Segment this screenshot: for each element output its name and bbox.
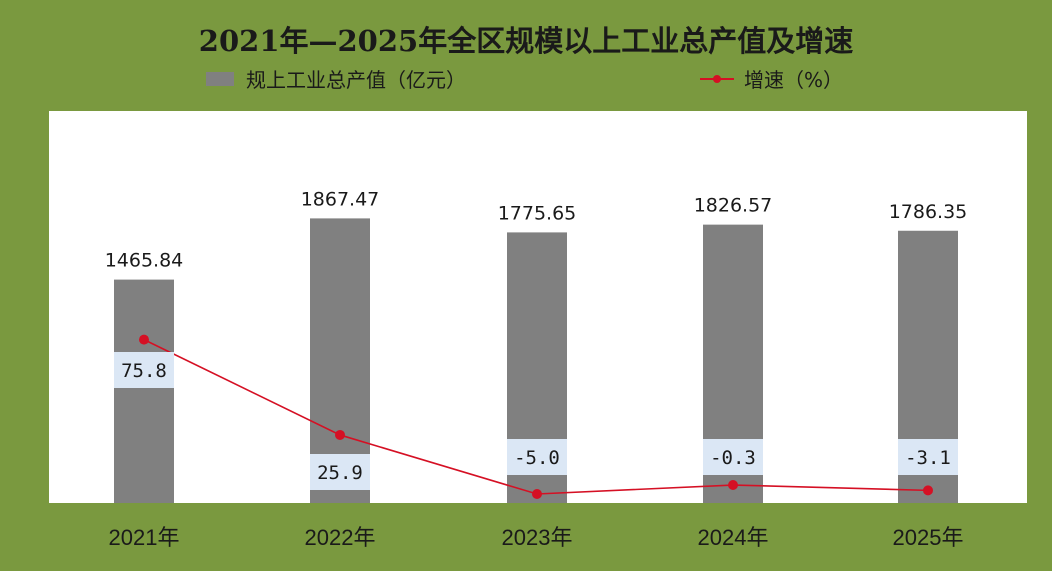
legend-bar-swatch	[206, 71, 234, 86]
bar-value-label-0: 1465.84	[105, 250, 184, 272]
bar-value-label-2: 1775.65	[498, 202, 577, 224]
growth-point-2	[532, 489, 542, 499]
x-tick-label-1: 2022年	[305, 525, 376, 550]
bar-value-label-4: 1786.35	[889, 201, 968, 223]
growth-label-box-3	[703, 439, 763, 475]
growth-label-0: 75.8	[121, 360, 167, 382]
chart-title: 2021年—2025年全区规模以上工业总产值及增速	[198, 24, 854, 58]
legend-line-swatch	[700, 72, 734, 86]
legend-item-growth: 增速（%）	[700, 64, 843, 93]
legend-label-growth: 增速（%）	[744, 68, 844, 92]
bar-value-label-1: 1867.47	[301, 188, 380, 210]
growth-point-0	[139, 334, 149, 345]
bar-0	[114, 279, 174, 503]
growth-label-box-0	[114, 352, 174, 388]
growth-label-1: 25.9	[317, 462, 363, 484]
x-tick-label-0: 2021年	[109, 525, 180, 550]
growth-label-box-4	[898, 439, 958, 475]
x-tick-label-3: 2024年	[698, 525, 769, 550]
growth-label-2: -5.0	[514, 447, 560, 469]
x-tick-label-2: 2023年	[502, 525, 573, 550]
bar-value-label-3: 1826.57	[694, 195, 773, 217]
growth-point-1	[335, 429, 345, 440]
legend-label-output: 规上工业总产值（亿元）	[246, 68, 466, 92]
growth-label-box-1	[310, 454, 370, 490]
growth-point-4	[923, 485, 933, 496]
x-tick-label-4: 2025年	[893, 525, 964, 550]
legend-item-output: 规上工业总产值（亿元）	[206, 64, 466, 93]
growth-point-3	[728, 480, 738, 491]
growth-label-4: -3.1	[905, 447, 951, 469]
growth-label-box-2	[507, 439, 567, 475]
growth-label-3: -0.3	[710, 447, 756, 469]
